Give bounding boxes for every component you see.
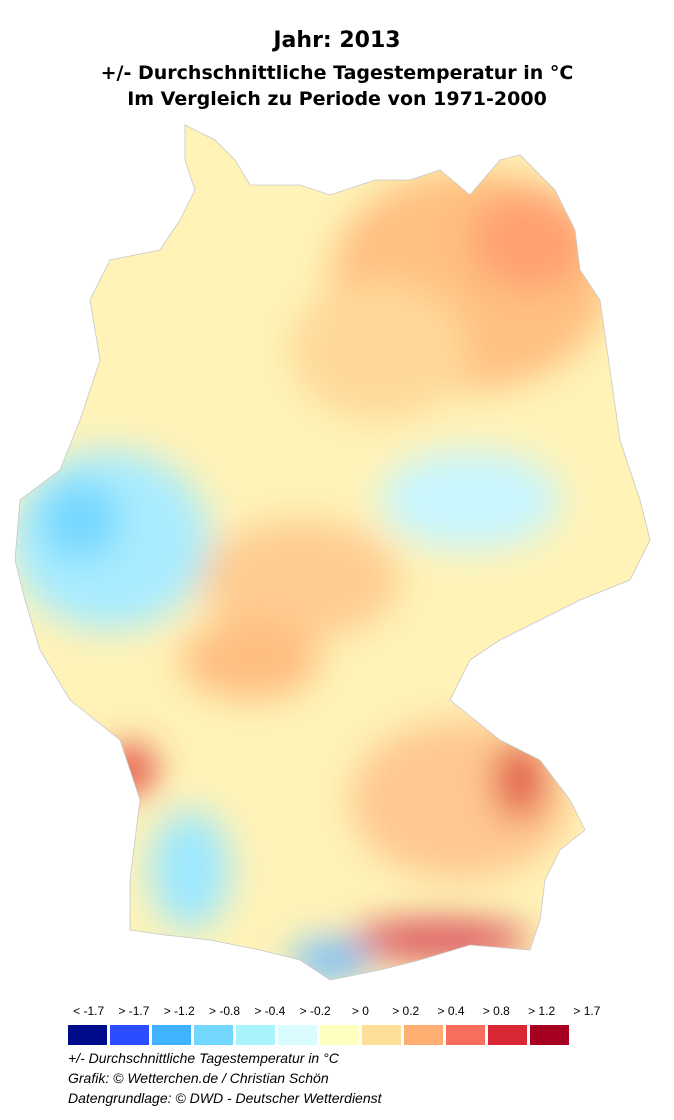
legend-label: > -1.2 xyxy=(163,1004,195,1018)
source-note: Datengrundlage: © DWD - Deutscher Wetter… xyxy=(68,1090,382,1106)
legend-label: > 1.7 xyxy=(573,1004,601,1018)
legend-swatch xyxy=(530,1025,569,1045)
legend-swatch xyxy=(110,1025,149,1045)
legend-swatch xyxy=(404,1025,443,1045)
map-title: Jahr: 2013 xyxy=(273,28,401,53)
legend-swatch xyxy=(320,1025,359,1045)
map-subtitle: +/- Durchschnittliche Tagestemperatur in… xyxy=(100,62,574,84)
legend-labels: < -1.7 > -1.7 > -1.2 > -0.8 > -0.4 > -0.2 > 0 >… xyxy=(66,1004,610,1018)
legend-label: > -1.7 xyxy=(118,1004,150,1018)
legend-label: > 0.4 xyxy=(437,1004,465,1018)
legend-swatch xyxy=(194,1025,233,1045)
legend-label: > 0 xyxy=(351,1004,369,1018)
map-subtitle-period: Im Vergleich zu Periode von 1971-2000 xyxy=(127,88,547,110)
legend-label: < -1.7 xyxy=(73,1004,105,1018)
germany-temperature-map xyxy=(14,124,651,981)
unit-note: +/- Durchschnittliche Tagestemperatur in… xyxy=(68,1050,339,1066)
legend-swatches xyxy=(68,1025,569,1045)
credit-note: Grafik: © Wetterchen.de / Christian Schö… xyxy=(68,1070,329,1086)
legend-label: > -0.4 xyxy=(254,1004,286,1018)
map-fill xyxy=(15,125,650,980)
legend-label: > 0.2 xyxy=(392,1004,420,1018)
legend-swatch xyxy=(278,1025,317,1045)
legend-swatch xyxy=(152,1025,191,1045)
legend-label: > -0.8 xyxy=(209,1004,241,1018)
legend-swatch xyxy=(446,1025,485,1045)
legend-swatch xyxy=(362,1025,401,1045)
legend-label: > -0.2 xyxy=(299,1004,331,1018)
legend-label: > 1.2 xyxy=(528,1004,556,1018)
legend-swatch xyxy=(68,1025,107,1045)
legend-swatch xyxy=(236,1025,275,1045)
legend-label: > 0.8 xyxy=(482,1004,510,1018)
legend-swatch xyxy=(488,1025,527,1045)
